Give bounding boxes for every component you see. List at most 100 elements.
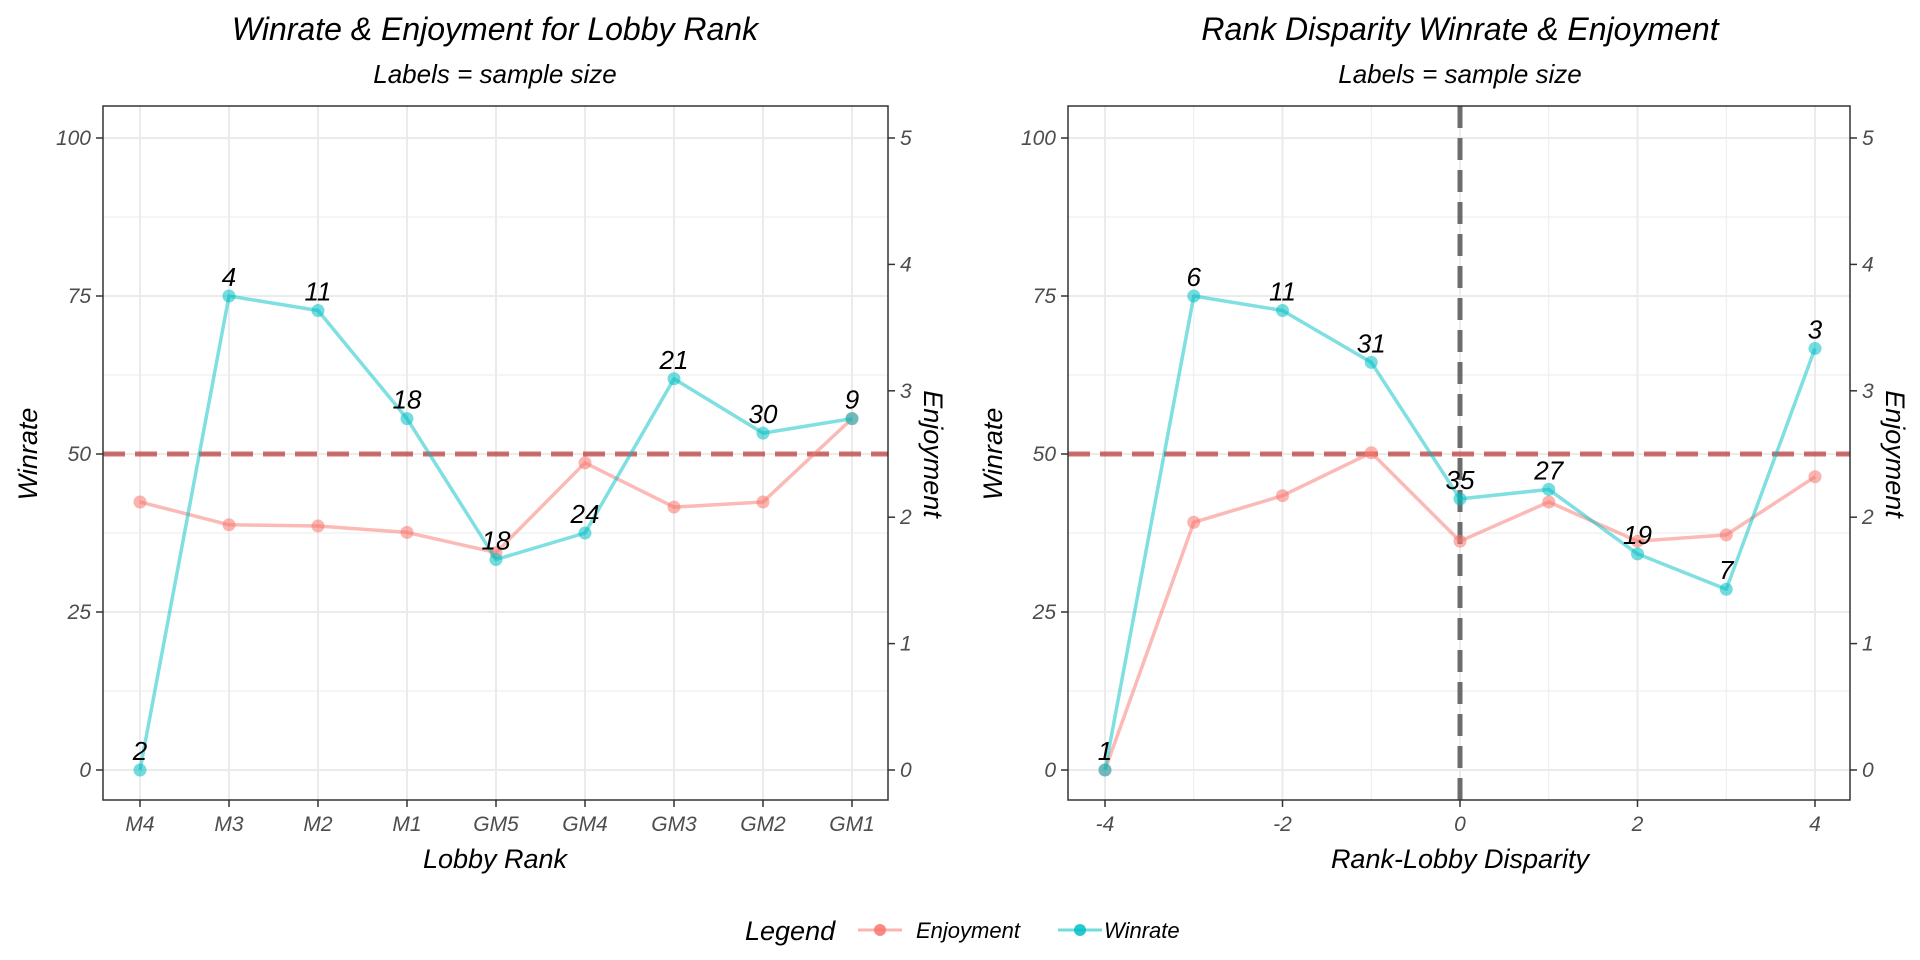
data-point-winrate: [133, 763, 147, 777]
data-label-sample-size: 7: [1719, 555, 1735, 585]
data-point-winrate: [1453, 492, 1467, 506]
data-label-sample-size: 6: [1187, 262, 1202, 292]
x-tick-label: GM5: [473, 813, 519, 836]
legend-label-enjoyment: Enjoyment: [916, 918, 1021, 943]
data-label-sample-size: 1: [1098, 736, 1112, 766]
data-point-enjoyment: [1542, 495, 1556, 509]
data-point-enjoyment: [222, 518, 236, 532]
x-tick-label: M1: [392, 813, 421, 836]
y-tick-label: 75: [1033, 285, 1057, 308]
x-tick-label: M3: [214, 813, 243, 836]
legend-key-winrate: [1058, 924, 1102, 936]
data-point-winrate: [1808, 341, 1822, 355]
y2-tick-label: 0: [900, 759, 912, 782]
data-point-winrate: [578, 526, 592, 540]
data-point-winrate: [1542, 482, 1556, 496]
y2-tick-label: 5: [900, 127, 912, 150]
data-point-winrate: [1187, 289, 1201, 303]
y-tick-label: 0: [1044, 759, 1056, 782]
data-point-enjoyment: [1453, 534, 1467, 548]
y-tick-label: 50: [68, 443, 92, 466]
y-tick-label: 50: [1033, 443, 1057, 466]
data-point-enjoyment: [667, 500, 681, 514]
data-point-winrate: [1364, 355, 1378, 369]
data-point-enjoyment: [400, 525, 414, 539]
data-label-sample-size: 19: [1623, 520, 1652, 550]
data-point-enjoyment: [1808, 470, 1822, 484]
y2-tick-label: 3: [900, 380, 912, 403]
y2-tick-label: 4: [1862, 253, 1874, 276]
data-point-winrate: [1631, 547, 1644, 561]
data-point-winrate: [489, 553, 503, 567]
y2-tick-label: 1: [1862, 633, 1874, 656]
data-label-sample-size: 18: [393, 385, 422, 415]
x-tick-label: GM2: [740, 813, 786, 836]
chart-subtitle: Labels = sample size: [373, 59, 617, 89]
x-tick-label: -4: [1096, 813, 1115, 836]
y-tick-label: 0: [79, 759, 91, 782]
legend-enjoyment-swatch-dot: [874, 924, 886, 936]
data-point-winrate: [845, 412, 859, 426]
legend-key-enjoyment: [858, 924, 902, 936]
y-tick-label: 75: [68, 285, 92, 308]
data-point-enjoyment: [756, 495, 770, 509]
data-label-sample-size: 27: [1533, 455, 1564, 485]
data-label-sample-size: 4: [222, 262, 236, 292]
data-label-sample-size: 3: [1808, 314, 1823, 344]
y-axis-title: Winrate: [978, 408, 1008, 501]
data-point-enjoyment: [1631, 534, 1644, 548]
data-point-enjoyment: [1364, 446, 1378, 460]
y-tick-label: 25: [67, 601, 92, 624]
data-label-sample-size: 24: [570, 499, 600, 529]
chart-subtitle: Labels = sample size: [1338, 59, 1582, 89]
y2-axis-title: Enjoyment: [918, 390, 948, 519]
data-label-sample-size: 31: [1357, 328, 1386, 358]
y2-axis-title: Enjoyment: [1880, 390, 1910, 519]
y-tick-label: 25: [1032, 601, 1057, 624]
data-point-winrate: [756, 426, 770, 440]
x-axis-title: Rank-Lobby Disparity: [1331, 844, 1591, 874]
data-point-winrate: [311, 304, 325, 318]
chart-title: Rank Disparity Winrate & Enjoyment: [1201, 11, 1719, 47]
y-tick-label: 100: [1021, 127, 1056, 150]
legend-label-winrate: Winrate: [1104, 918, 1180, 943]
y2-tick-label: 2: [899, 506, 912, 529]
chart-title: Winrate & Enjoyment for Lobby Rank: [232, 11, 760, 47]
data-point-enjoyment: [1276, 489, 1289, 503]
data-label-sample-size: 2: [132, 736, 148, 766]
data-point-winrate: [1719, 582, 1733, 596]
y2-tick-label: 5: [1862, 127, 1874, 150]
data-point-winrate: [222, 289, 236, 303]
data-point-enjoyment: [133, 495, 147, 509]
y2-tick-label: 0: [1862, 759, 1874, 782]
data-label-sample-size: 21: [659, 345, 689, 375]
data-point-enjoyment: [1719, 528, 1733, 542]
y-axis-title: Winrate: [13, 408, 43, 501]
data-point-enjoyment: [1187, 515, 1201, 529]
data-label-sample-size: 18: [482, 526, 511, 556]
x-axis-title: Lobby Rank: [423, 844, 569, 874]
x-tick-label: -2: [1273, 813, 1292, 836]
data-label-sample-size: 35: [1446, 465, 1475, 495]
x-tick-label: GM3: [651, 813, 697, 836]
data-label-sample-size: 30: [749, 399, 778, 429]
x-tick-label: GM1: [829, 813, 875, 836]
x-tick-label: 4: [1809, 813, 1821, 836]
x-tick-label: M4: [125, 813, 154, 836]
y2-tick-label: 1: [900, 633, 912, 656]
data-point-enjoyment: [578, 456, 592, 470]
legend-title: Legend: [745, 916, 836, 946]
y-tick-label: 100: [56, 127, 91, 150]
data-point-winrate: [400, 412, 414, 426]
data-point-enjoyment: [311, 519, 325, 533]
y2-tick-label: 3: [1862, 380, 1874, 403]
y2-tick-label: 2: [1861, 506, 1874, 529]
x-tick-label: 0: [1454, 813, 1466, 836]
x-tick-label: 2: [1631, 813, 1644, 836]
data-point-winrate: [1098, 763, 1112, 777]
chart-rank-disparity: 1 6 11 31 35 27 19 7 3 0 25 50 75 100 0 1 2 3 4 5 -4 -2 0 2 4 Ran…: [978, 11, 1910, 874]
data-point-winrate: [1276, 304, 1289, 318]
